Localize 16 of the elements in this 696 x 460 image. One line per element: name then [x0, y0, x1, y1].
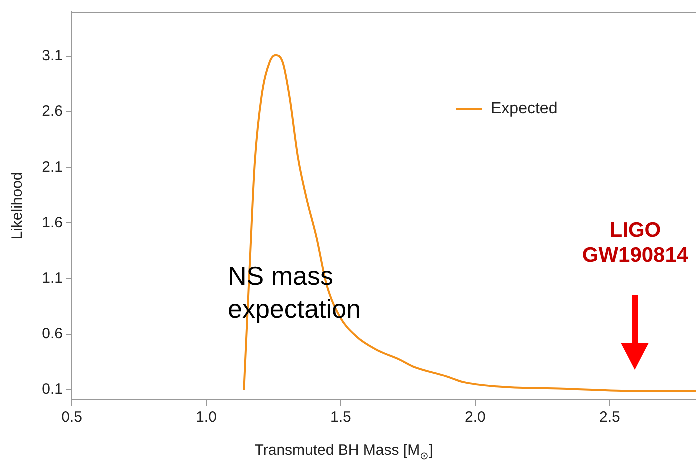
x-tick-label: 1.5 — [330, 409, 352, 426]
x-tick-label: 2.0 — [465, 409, 486, 426]
x-tick-label: 1.0 — [196, 409, 217, 426]
legend-label: Expected — [491, 100, 558, 118]
y-tick-label: 0.1 — [42, 381, 63, 398]
x-axis-title: Transmuted BH Mass [M⊙] — [254, 442, 434, 460]
y-tick-label: 1.1 — [42, 270, 63, 287]
annotation: LIGO GW190814 — [582, 219, 689, 267]
x-tick-label: 2.5 — [600, 409, 620, 426]
y-tick-label: 0.6 — [42, 326, 63, 343]
y-tick-label: 2.6 — [42, 103, 63, 120]
x-tick-label: 0.5 — [62, 409, 82, 426]
y-axis-title: Likelihood — [9, 172, 26, 240]
y-tick-label: 3.1 — [42, 48, 63, 65]
y-tick-label: 2.1 — [42, 158, 63, 176]
y-tick-label: 1.6 — [42, 214, 63, 232]
